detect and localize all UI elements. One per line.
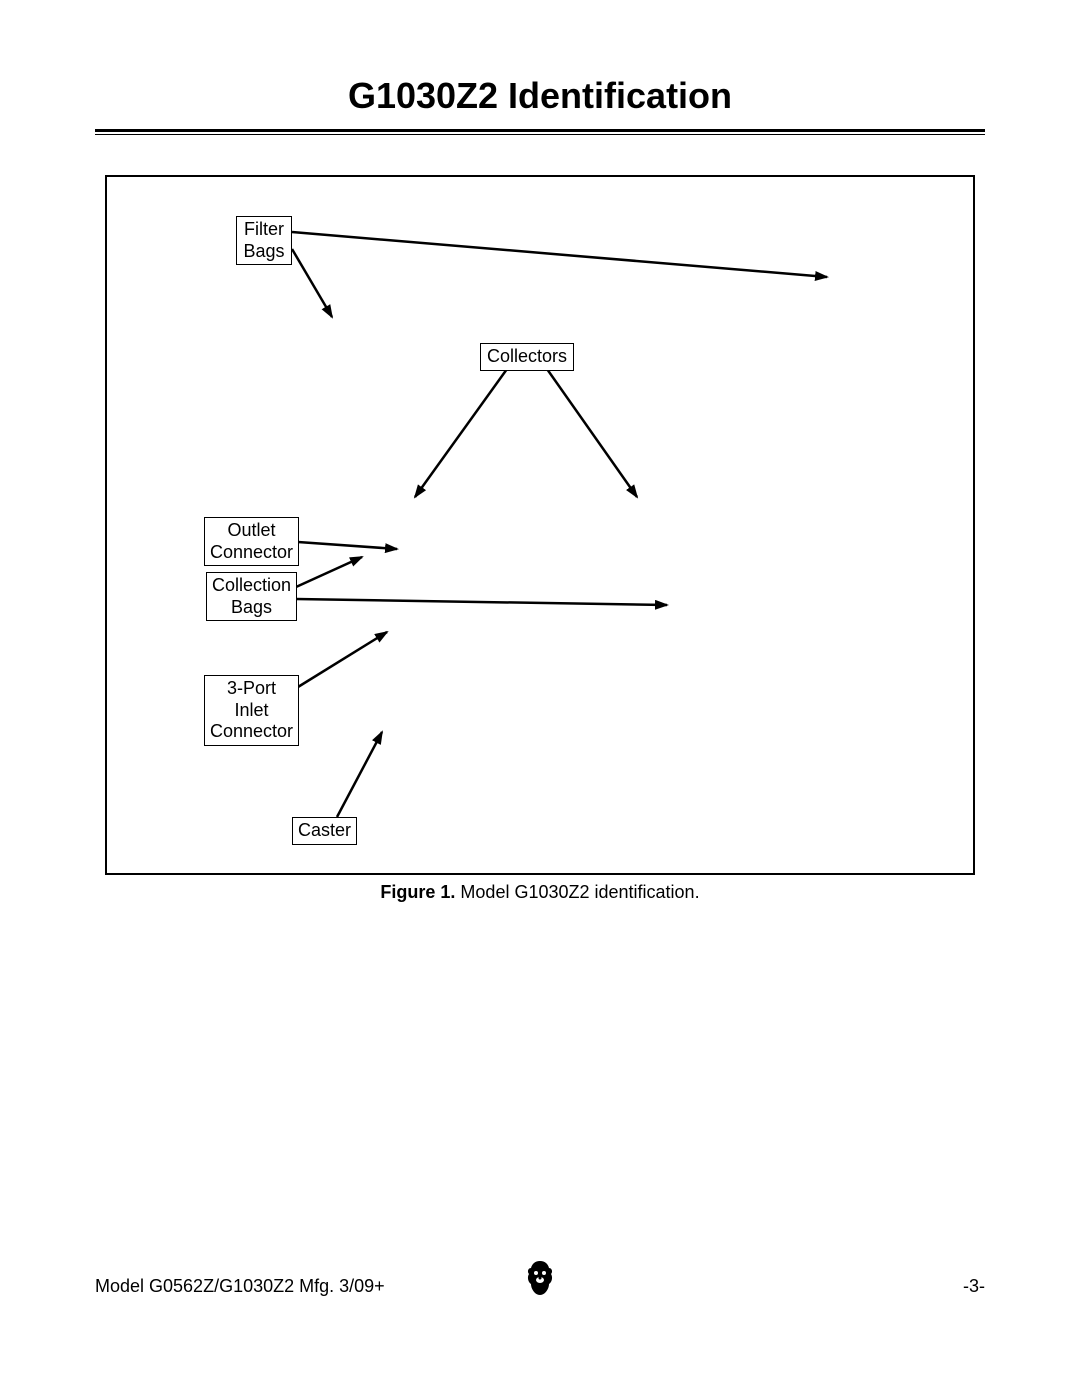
arrow-outlet-connector [298, 542, 397, 549]
label-collection-bags: Collection Bags [206, 572, 297, 621]
identification-figure: Filter Bags Collectors Outlet Connector Col… [105, 175, 975, 875]
title-rule [95, 129, 985, 135]
label-caster: Caster [292, 817, 357, 845]
arrow-filter-bags [292, 249, 332, 317]
footer-right: -3- [963, 1276, 985, 1297]
arrow-three-port-inlet [298, 632, 387, 687]
label-outlet-connector: Outlet Connector [204, 517, 299, 566]
arrow-caster [337, 732, 382, 817]
footer-logo-icon [522, 1258, 558, 1303]
label-collectors: Collectors [480, 343, 574, 371]
figure-caption: Figure 1. Model G1030Z2 identification. [0, 882, 1080, 903]
arrow-collectors [547, 369, 637, 497]
page-title: G1030Z2 Identification [0, 0, 1080, 129]
label-filter-bags: Filter Bags [236, 216, 292, 265]
arrow-filter-bags [292, 232, 827, 277]
caption-text: Model G1030Z2 identification. [455, 882, 699, 902]
caption-bold: Figure 1. [380, 882, 455, 902]
arrow-collection-bags [296, 599, 667, 605]
footer-left: Model G0562Z/G1030Z2 Mfg. 3/09+ [95, 1276, 385, 1297]
label-three-port-inlet: 3-Port Inlet Connector [204, 675, 299, 746]
arrow-collectors [415, 369, 507, 497]
arrow-collection-bags [296, 557, 362, 587]
page-footer: Model G0562Z/G1030Z2 Mfg. 3/09+ -3- [95, 1276, 985, 1297]
